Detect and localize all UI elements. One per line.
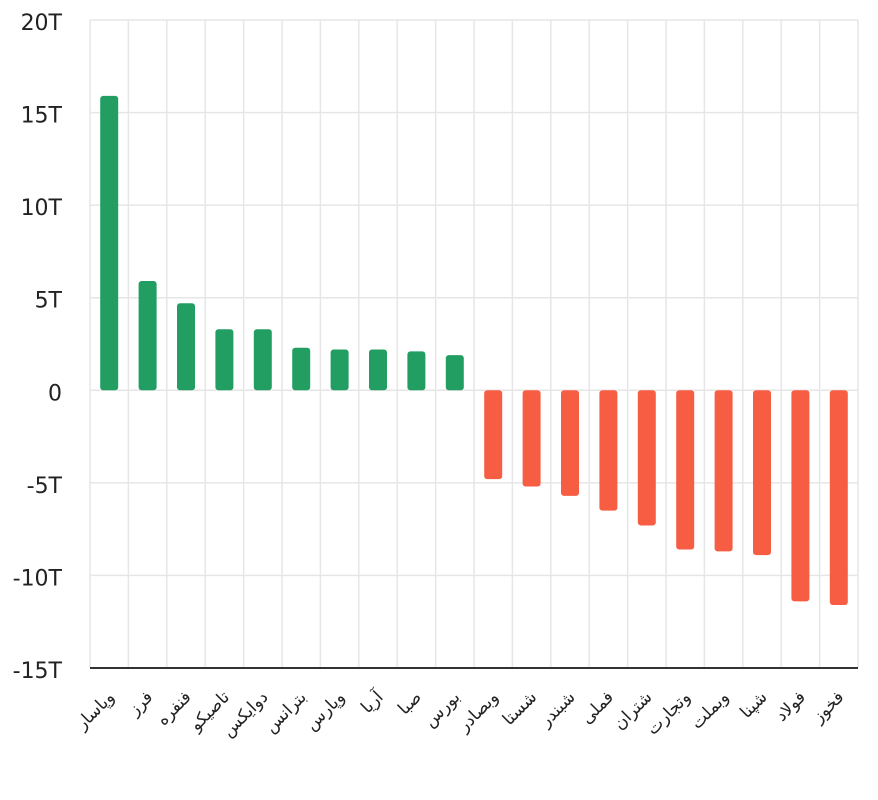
x-tick-label: وپاسار	[72, 687, 119, 734]
y-tick-label: -5T	[27, 474, 63, 499]
bar-10[interactable]	[445, 355, 464, 391]
y-tick-label: 0	[48, 381, 62, 406]
bar-14[interactable]	[599, 390, 618, 511]
bar-12[interactable]	[522, 390, 541, 487]
bar-4[interactable]	[215, 329, 234, 391]
x-tick-label: فولاد	[772, 687, 810, 725]
bar-5[interactable]	[253, 329, 272, 391]
bar-7[interactable]	[330, 349, 349, 391]
y-tick-label: 10T	[21, 196, 63, 221]
bar-15[interactable]	[637, 390, 656, 526]
grid-lines	[89, 19, 859, 668]
x-tick-label: وبملت	[687, 687, 733, 733]
bar-8[interactable]	[369, 349, 387, 391]
bar-16[interactable]	[676, 390, 695, 550]
bar-6[interactable]	[292, 347, 311, 391]
bars	[100, 95, 848, 606]
x-tick-label: شبندر	[535, 687, 579, 731]
y-axis-ticks: 20T 15T 10T 5T 0 -5T -10T -15T	[13, 11, 63, 684]
bar-19[interactable]	[791, 390, 810, 602]
bar-13[interactable]	[561, 390, 579, 496]
y-tick-label: 5T	[35, 289, 63, 314]
bar-11[interactable]	[484, 390, 503, 480]
x-tick-label: بترانس	[261, 687, 311, 737]
x-tick-label: آریا	[356, 685, 389, 718]
bar-2[interactable]	[138, 281, 157, 391]
bar-9[interactable]	[407, 351, 426, 391]
x-tick-label: صبا	[394, 687, 426, 719]
bar-20[interactable]	[829, 390, 848, 606]
x-tick-label: شپنا	[736, 687, 771, 722]
bar-1[interactable]	[100, 95, 119, 391]
y-tick-label: -15T	[13, 659, 63, 684]
bar-3[interactable]	[177, 303, 195, 391]
bar-17[interactable]	[714, 390, 733, 552]
x-tick-label: وتجارت	[643, 687, 695, 739]
x-tick-label: وپارس	[302, 687, 349, 734]
y-tick-label: 15T	[21, 104, 63, 129]
x-tick-label: فخوز	[808, 687, 848, 727]
bar-18[interactable]	[753, 390, 771, 556]
y-tick-label: -10T	[13, 566, 63, 591]
y-tick-label: 20T	[21, 11, 63, 36]
x-tick-label: وبصادر	[453, 687, 502, 736]
x-tick-label: شستا	[499, 687, 541, 729]
